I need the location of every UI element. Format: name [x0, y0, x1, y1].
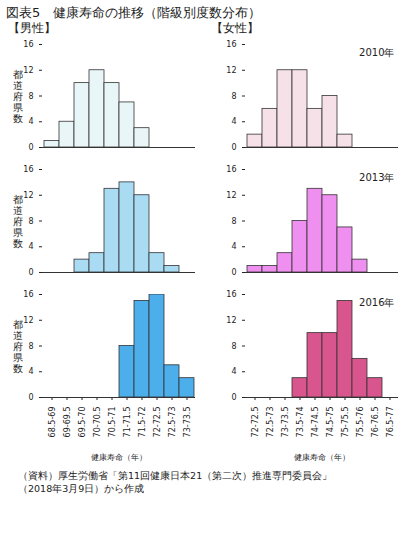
- svg-text:8: 8: [231, 92, 236, 101]
- svg-text:0: 0: [231, 268, 236, 277]
- svg-text:2013年: 2013年: [359, 172, 394, 183]
- svg-text:0: 0: [28, 268, 33, 277]
- svg-text:12: 12: [23, 316, 33, 325]
- svg-text:2016年: 2016年: [359, 297, 394, 308]
- html-text:（資料）厚生労働省「第11回健康日本21（第二次）推進専門委: （資料）厚生労働省「第11回健康日本21（第二次）推進専門委員会」: [18, 470, 333, 481]
- svg-text:69-69.5: 69-69.5: [63, 407, 72, 438]
- svg-text:4: 4: [231, 367, 236, 376]
- svg-text:71.5-72: 71.5-72: [138, 407, 147, 438]
- svg-text:16: 16: [23, 40, 33, 49]
- svg-text:2010年: 2010年: [359, 47, 394, 58]
- svg-text:16: 16: [226, 165, 236, 174]
- svg-text:75-75.5: 75-75.5: [341, 407, 350, 438]
- svg-text:70.5-71: 70.5-71: [108, 407, 117, 438]
- svg-text:4: 4: [28, 117, 33, 126]
- svg-text:74-74.5: 74-74.5: [311, 407, 320, 438]
- svg-text:4: 4: [28, 367, 33, 376]
- svg-text:4: 4: [28, 242, 33, 251]
- svg-text:16: 16: [23, 290, 33, 299]
- svg-text:75.5-76: 75.5-76: [356, 407, 365, 438]
- svg-text:16: 16: [23, 165, 33, 174]
- svg-text:72.5-73: 72.5-73: [266, 407, 275, 438]
- svg-text:8: 8: [28, 342, 33, 351]
- svg-text:73-73.5: 73-73.5: [183, 407, 192, 438]
- svg-text:72-72.5: 72-72.5: [251, 407, 260, 438]
- svg-text:都道府県数: 都道府県数: [13, 319, 23, 374]
- svg-text:0: 0: [231, 393, 236, 402]
- svg-text:70-70.5: 70-70.5: [93, 407, 102, 438]
- svg-text:8: 8: [28, 92, 33, 101]
- svg-text:12: 12: [226, 316, 236, 325]
- svg-text:4: 4: [231, 117, 236, 126]
- svg-text:8: 8: [231, 342, 236, 351]
- svg-text:16: 16: [226, 290, 236, 299]
- svg-text:12: 12: [226, 191, 236, 200]
- svg-text:0: 0: [28, 393, 33, 402]
- svg-text:8: 8: [231, 217, 236, 226]
- svg-text:12: 12: [226, 66, 236, 75]
- svg-text:0: 0: [231, 143, 236, 152]
- svg-text:68.5-69: 68.5-69: [48, 407, 57, 438]
- svg-text:74.5-75: 74.5-75: [326, 407, 335, 438]
- svg-text:73-73.5: 73-73.5: [281, 407, 290, 438]
- svg-text:76-76.5: 76-76.5: [371, 407, 380, 438]
- svg-text:8: 8: [28, 217, 33, 226]
- html-text:【女性】: 【女性】: [211, 21, 259, 35]
- svg-text:都道府県数: 都道府県数: [13, 69, 23, 124]
- svg-text:16: 16: [226, 40, 236, 49]
- svg-text:76.5-77: 76.5-77: [386, 407, 395, 438]
- svg-text:72-72.5: 72-72.5: [153, 407, 162, 438]
- svg-text:12: 12: [23, 66, 33, 75]
- html-text:（2018年3月9日）から作成: （2018年3月9日）から作成: [18, 483, 145, 494]
- svg-text:73.5-74: 73.5-74: [296, 407, 305, 438]
- svg-text:71-71.5: 71-71.5: [123, 407, 132, 438]
- svg-text:0: 0: [28, 143, 33, 152]
- svg-text:69.5-70: 69.5-70: [78, 407, 87, 438]
- svg-text:72.5-73: 72.5-73: [168, 407, 177, 438]
- svg-text:12: 12: [23, 191, 33, 200]
- svg-text:健康寿命（年）: 健康寿命（年）: [91, 453, 147, 462]
- svg-text:4: 4: [231, 242, 236, 251]
- html-text:図表5 健康寿命の推移（階級別度数分布）: 図表5 健康寿命の推移（階級別度数分布）: [6, 5, 262, 20]
- html-text:【男性】: 【男性】: [8, 21, 56, 35]
- svg-text:健康寿命（年）: 健康寿命（年）: [294, 453, 350, 462]
- svg-text:都道府県数: 都道府県数: [13, 194, 23, 249]
